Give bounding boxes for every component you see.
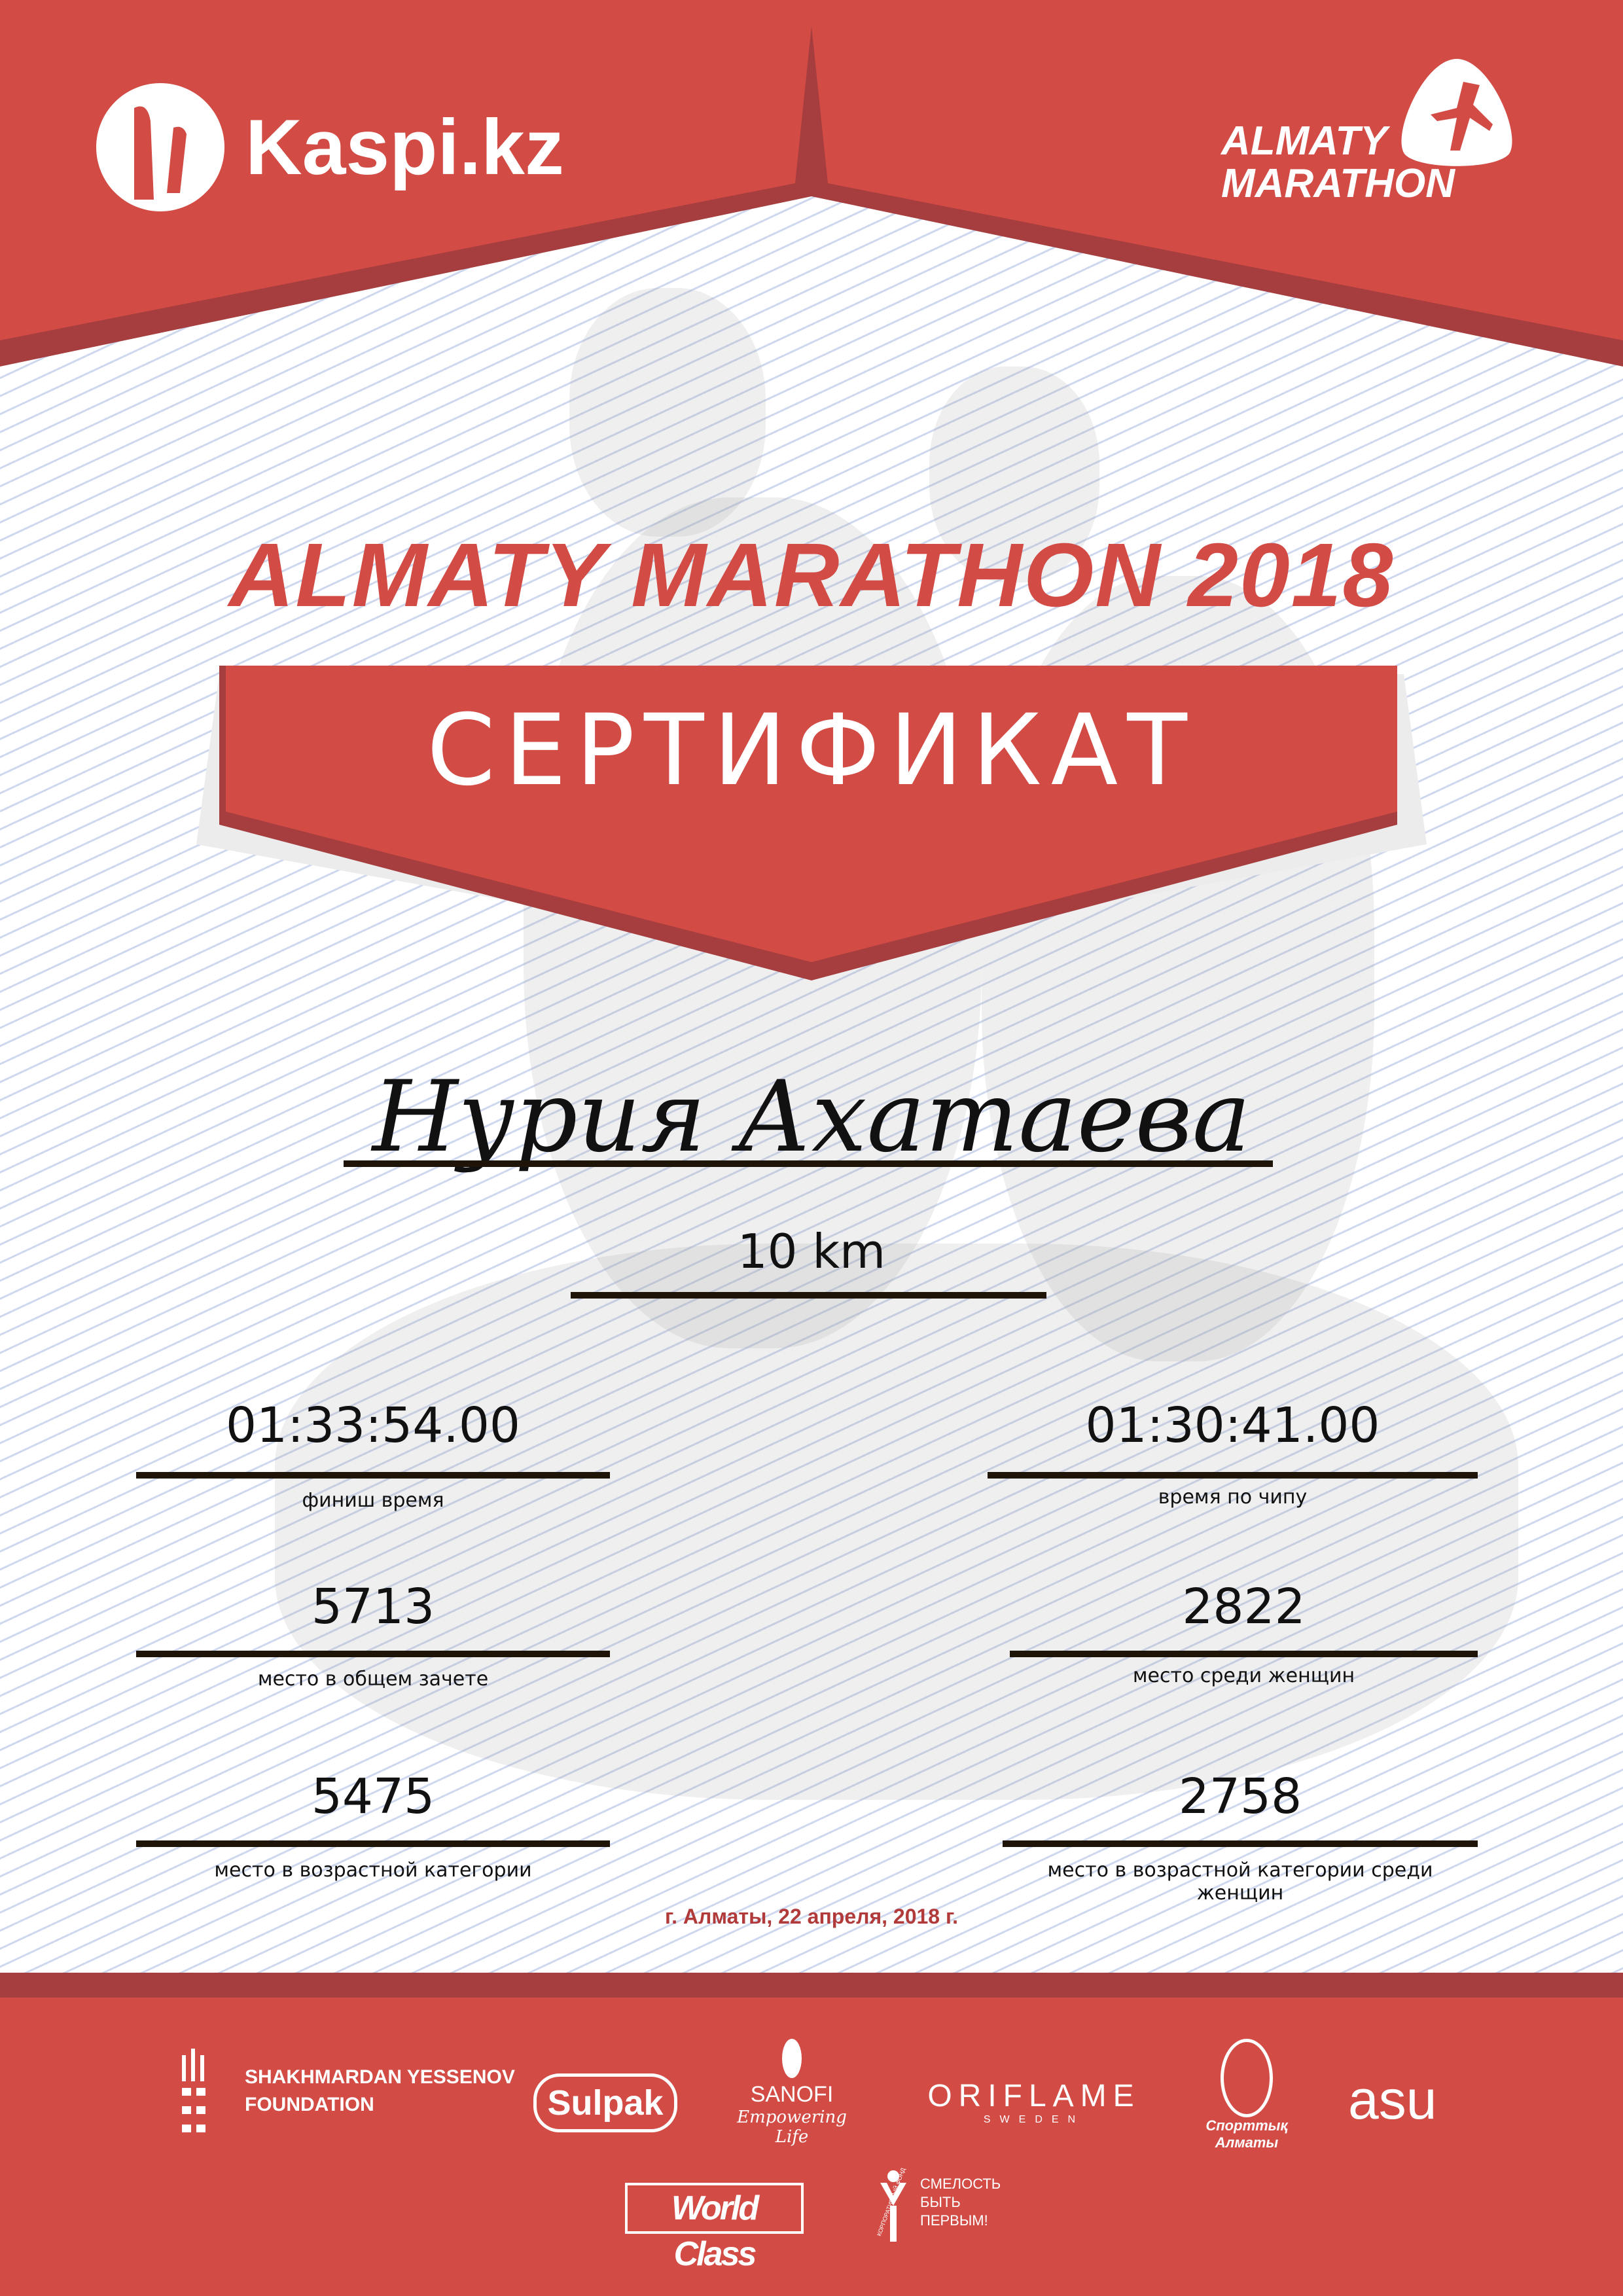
runner-logo-icon (1401, 59, 1512, 166)
oriflame-sub: SWEDEN (983, 2114, 1085, 2125)
fund-line3: ПЕРВЫМ! (920, 2212, 988, 2229)
sponsor-asu: asu (1348, 2069, 1437, 2130)
name-underline (344, 1160, 1273, 1167)
sponsor-sanofi: SANOFI Empowering Life (726, 2039, 857, 2147)
sponsor-sulpak: Sulpak (533, 2073, 677, 2132)
distance-underline (571, 1292, 1046, 1299)
kaspi-logo-text: Kaspi.kz (245, 103, 564, 191)
date-line: г. Алматы, 22 апреля, 2018 г. (665, 1905, 958, 1928)
chip-time-label: время по чипу (1158, 1486, 1308, 1509)
footer (0, 1998, 1623, 2296)
sport-almaty-line1: Спорттық (1205, 2117, 1288, 2134)
women-age-place-line (1003, 1840, 1478, 1847)
footer-band-dark (0, 1973, 1623, 1999)
finish-time-label: финиш время (302, 1489, 444, 1512)
logo-line2: MARATHON (1221, 161, 1455, 206)
participant-name: Нурия Ахатаева (372, 1060, 1251, 1174)
sponsor-yessenov: SHAKHMARDAN YESSENOV FOUNDATION (182, 2049, 515, 2134)
logo-line1: ALMATY (1221, 118, 1387, 164)
overall-place-label: место в общем зачете (257, 1668, 489, 1691)
sponsor-oriflame: ORIFLAME SWEDEN (923, 2078, 1145, 2126)
kaspi-logo-icon (96, 83, 224, 211)
runner-photo-man-head (569, 288, 766, 537)
sponsor-sport-almaty: Спорттық Алматы (1198, 2039, 1296, 2151)
sport-almaty-emblem-icon (1221, 2039, 1273, 2117)
sanofi-tagline: Empowering Life (737, 2108, 847, 2147)
oriflame-name: ORIFLAME (927, 2079, 1141, 2113)
certificate-title: СЕРТИФИКАТ (427, 694, 1196, 808)
chip-time-line (988, 1472, 1478, 1479)
age-place-label: место в возрастной категории (214, 1859, 532, 1882)
women-age-place-label: место в возрастной категории среди женщи… (1047, 1859, 1433, 1905)
almaty-marathon-logo: ALMATY MARATHON (1215, 56, 1529, 213)
women-place-line (1010, 1651, 1478, 1657)
runner-photo-legs (275, 1244, 1518, 1800)
women-place-value: 2822 (1182, 1579, 1306, 1635)
kaspi-logo: Kaspi.kz (95, 83, 564, 211)
overall-place-value: 5713 (311, 1579, 435, 1635)
fund-figure-icon (880, 2170, 906, 2242)
sponsor-fund: КОРПОРАТИВНЫЙ ФОНД СМЕЛОСТЬ БЫТЬ ПЕРВЫМ! (870, 2160, 1001, 2245)
age-place-value: 5475 (311, 1768, 435, 1825)
sanofi-logo-icon (782, 2039, 802, 2078)
runner-photo-woman-head (929, 367, 1099, 583)
fund-line1: СМЕЛОСТЬ (920, 2176, 1001, 2192)
certificate-banner (196, 666, 1427, 980)
yessenov-line2: FOUNDATION (245, 2094, 374, 2115)
finish-time-value: 01:33:54.00 (225, 1397, 521, 1454)
event-title: ALMATY MARATHON 2018 (228, 525, 1395, 626)
fund-line2: БЫТЬ (920, 2194, 961, 2210)
header-banner (0, 0, 1623, 367)
overall-place-line (136, 1651, 610, 1657)
sport-almaty-line2: Алматы (1215, 2134, 1279, 2151)
sanofi-name: SANOFI (750, 2082, 834, 2107)
distance: 10 km (737, 1224, 886, 1279)
age-place-line (136, 1840, 610, 1847)
yessenov-logo-icon (182, 2049, 205, 2132)
sponsor-worldclass: World Class (625, 2183, 804, 2273)
yessenov-line1: SHAKHMARDAN YESSENOV (245, 2066, 515, 2088)
women-age-place-value: 2758 (1178, 1768, 1302, 1825)
finish-time-line (136, 1472, 610, 1479)
women-place-label: место среди женщин (1132, 1664, 1355, 1687)
chip-time-value: 01:30:41.00 (1085, 1397, 1380, 1454)
